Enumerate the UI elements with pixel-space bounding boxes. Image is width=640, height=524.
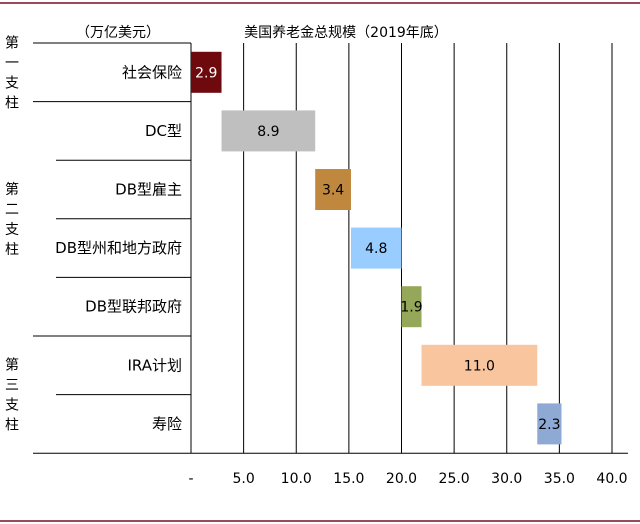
value-label: 4.8 [365,241,387,257]
pillar-label-char: 三 [5,378,19,394]
x-tick-label: 5.0 [232,471,254,487]
x-tick-label: 25.0 [439,471,470,487]
x-tick-label: 35.0 [544,471,575,487]
category-label: DC型 [145,122,182,140]
category-label: 寿险 [152,415,182,433]
bar [221,110,316,152]
unit-label: （万亿美元） [76,25,160,41]
bar [537,403,562,445]
bar [315,169,351,210]
bars [191,51,562,445]
pillar-label-char: 一 [5,55,19,71]
category-label: DB型雇主 [115,181,182,199]
top-frame-line [0,2,640,4]
value-label: 1.9 [400,300,422,316]
value-label: 3.4 [322,183,344,199]
category-label: DB型联邦政府 [85,298,182,316]
pillar-label-char: 支 [5,222,19,238]
pillar-label-char: 第 [5,357,19,374]
pillar-label-char: 柱 [5,242,19,258]
value-label: 8.9 [257,124,279,140]
pillar-label-char: 支 [5,398,19,414]
pillar-label-char: 二 [5,202,19,218]
x-tick-label: 40.0 [596,471,627,487]
x-tick-label: - [188,471,193,487]
pillar-label-char: 柱 [5,418,19,434]
category-label: 社会保险 [122,63,182,81]
value-label: 2.3 [538,417,560,433]
value-label: 2.9 [195,65,217,81]
x-tick-label: 15.0 [333,471,364,487]
bar [401,286,422,328]
bottom-frame-line [0,520,640,522]
bar [421,344,538,386]
bar [191,51,222,93]
x-tick-labels: - 5.0 10.0 15.0 20.0 25.0 30.0 35.0 40.0 [188,471,627,487]
pillar-label-char: 柱 [5,95,19,111]
pillar-label-char: 支 [5,75,19,91]
axes [33,42,628,454]
x-tick-label: 20.0 [386,471,417,487]
x-tick-label: 30.0 [491,471,522,487]
bar [350,227,402,269]
value-label: 11.0 [464,358,495,374]
value-labels: 2.9 8.9 3.4 4.8 1.9 11.0 2.3 [195,65,560,433]
gridlines [243,43,613,454]
pillar-label-char: 第 [5,34,19,51]
pillar-label-char: 第 [5,181,19,198]
category-label: IRA计划 [128,356,183,374]
x-tick-label: 10.0 [281,471,312,487]
chart-title: 美国养老金总规模（2019年底） [244,25,448,41]
category-label: DB型州和地方政府 [55,239,182,257]
